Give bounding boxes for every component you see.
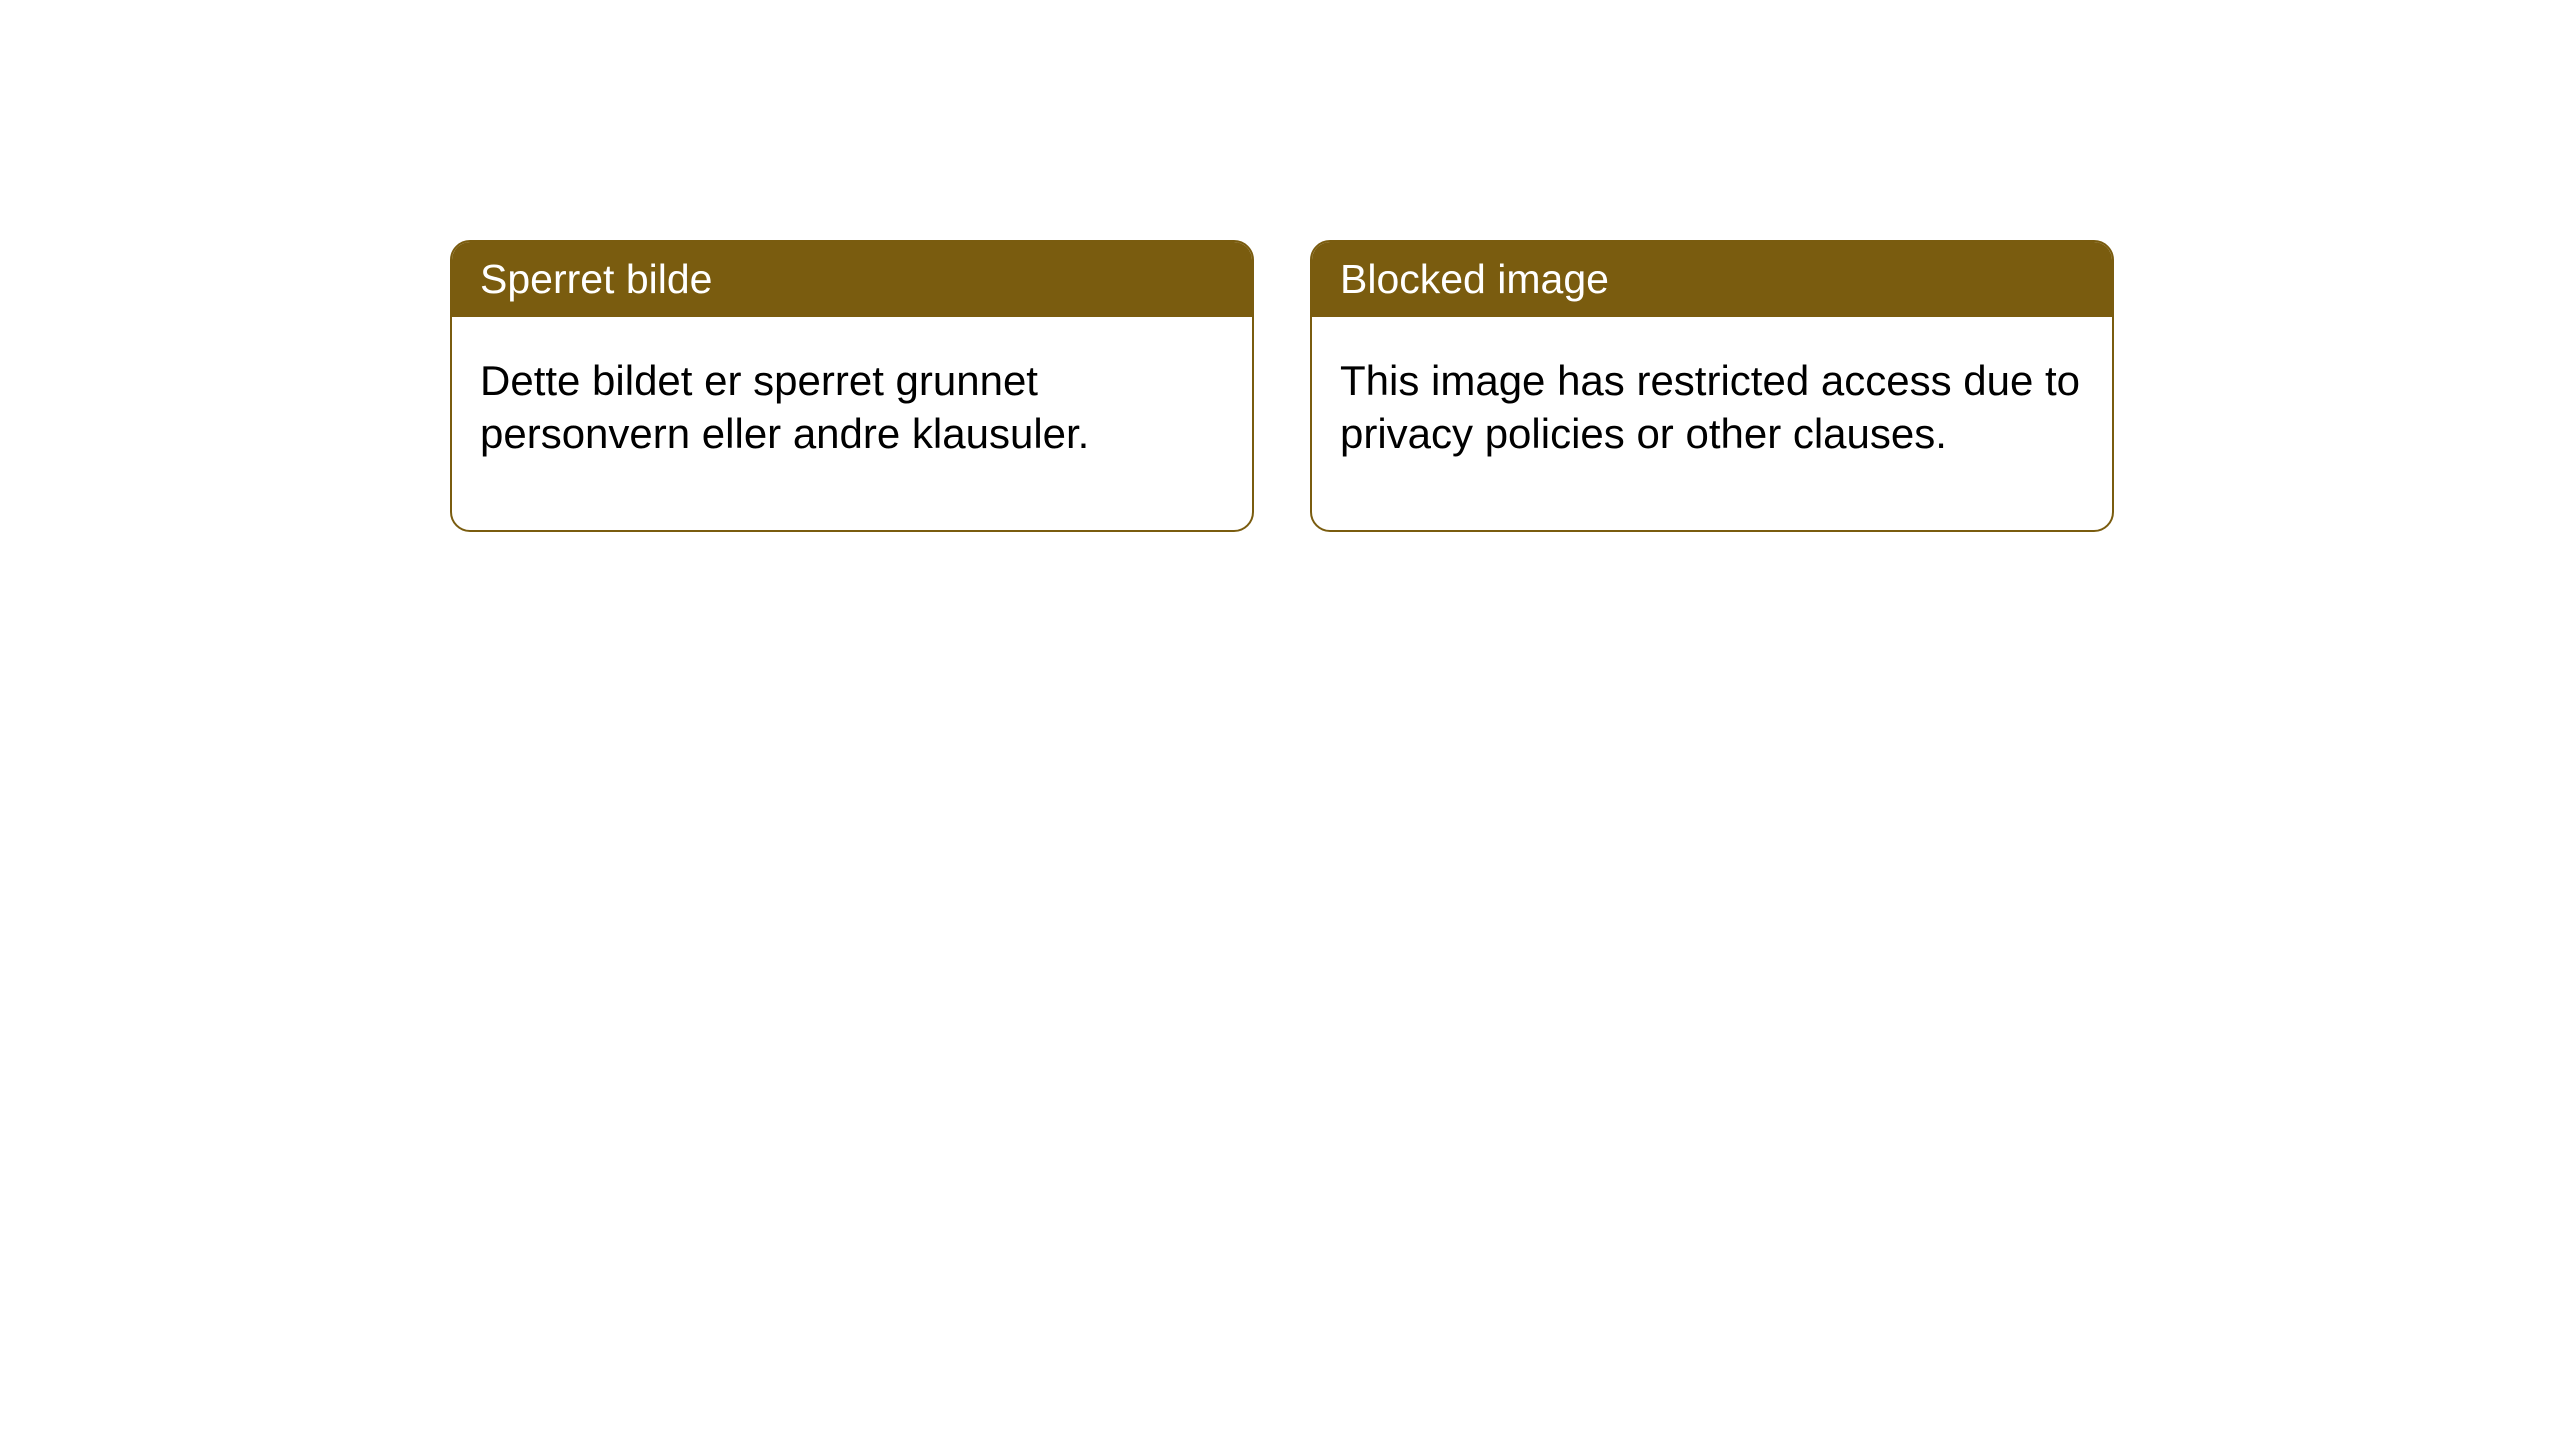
card-body: Dette bildet er sperret grunnet personve… <box>452 317 1252 530</box>
card-body-text: Dette bildet er sperret grunnet personve… <box>480 357 1089 457</box>
card-title: Blocked image <box>1340 256 1609 302</box>
notice-card-english: Blocked image This image has restricted … <box>1310 240 2114 532</box>
card-title: Sperret bilde <box>480 256 712 302</box>
card-body-text: This image has restricted access due to … <box>1340 357 2080 457</box>
card-header: Blocked image <box>1312 242 2112 317</box>
notice-card-norwegian: Sperret bilde Dette bildet er sperret gr… <box>450 240 1254 532</box>
card-header: Sperret bilde <box>452 242 1252 317</box>
card-body: This image has restricted access due to … <box>1312 317 2112 530</box>
notice-container: Sperret bilde Dette bildet er sperret gr… <box>450 240 2114 532</box>
